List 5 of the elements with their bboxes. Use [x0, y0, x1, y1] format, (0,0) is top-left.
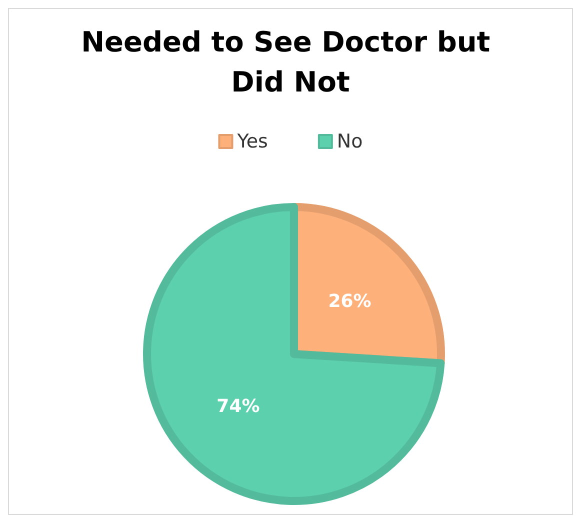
- data-label: 26%: [328, 291, 372, 312]
- data-label: 74%: [216, 396, 260, 417]
- legend-label: Yes: [236, 130, 268, 152]
- legend-label: No: [336, 130, 363, 152]
- chart-title: Needed to See Doctor but Did Not: [81, 26, 500, 98]
